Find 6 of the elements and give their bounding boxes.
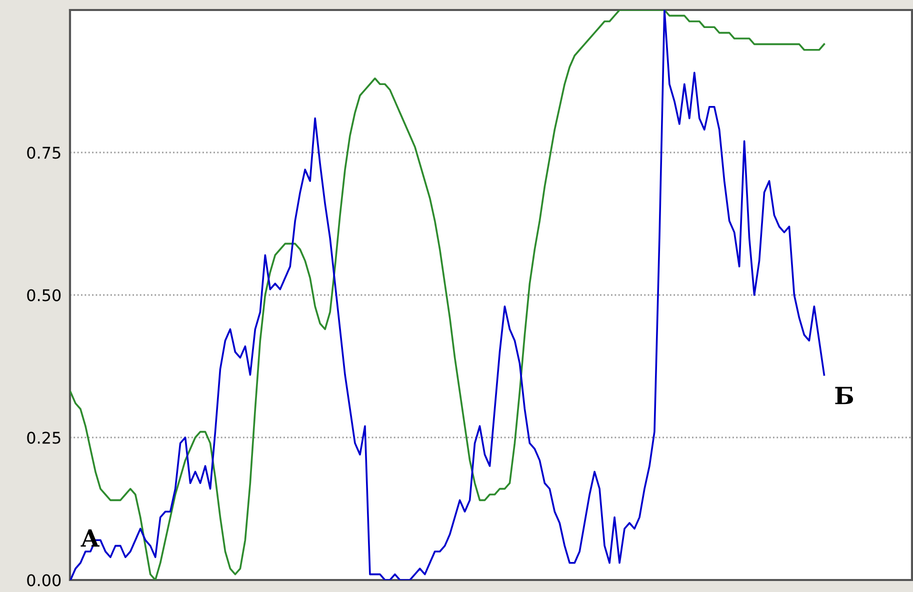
y-tick-label: 0.25 <box>27 432 60 444</box>
y-tick-label: 0.75 <box>27 146 60 159</box>
y-tick-label: 0.50 <box>27 289 61 302</box>
text: Б <box>835 386 854 404</box>
y-tick-label: 0.00 <box>27 574 61 586</box>
annotation: А <box>80 529 100 547</box>
